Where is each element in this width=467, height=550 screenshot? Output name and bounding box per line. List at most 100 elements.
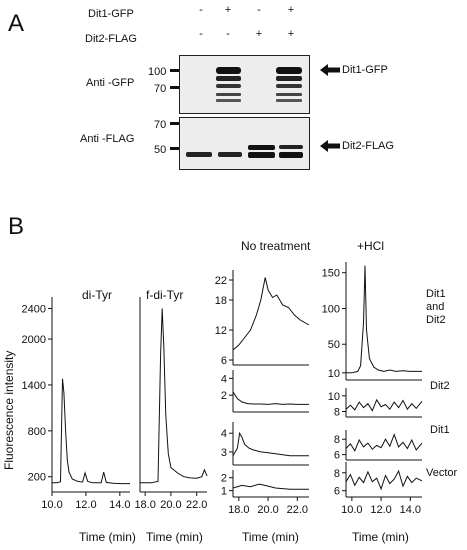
hcl-trace-0	[346, 265, 422, 374]
x-tick-label: 12.0	[75, 499, 96, 511]
hcl-y-tick-label: 8	[334, 434, 340, 446]
arrow-left-icon	[320, 64, 340, 76]
no-treatment-y-tick-label: 1	[221, 486, 227, 498]
band-flag-lane3-b	[248, 152, 275, 158]
band-label-dit2-flag: Dit2-FLAG	[342, 140, 394, 152]
hcl-y-tick-label: 100	[322, 303, 340, 315]
sign-dit2-lane4: +	[287, 28, 295, 40]
panel-letter-b: B	[8, 213, 25, 240]
y-tick-label: 2000	[22, 334, 46, 346]
hcl-y-tick-label: 50	[328, 339, 340, 351]
no-treatment-trace-0	[232, 277, 310, 351]
marker-tick-70-bottom	[170, 122, 179, 125]
band-flag-lane4-a	[279, 145, 303, 149]
sign-dit1-lane1: -	[199, 4, 203, 16]
no-treatment-y-tick-label: 2	[221, 473, 227, 485]
arrow-left-icon	[320, 140, 340, 152]
hcl-y-tick-label: 150	[322, 268, 340, 280]
band-gfp-lane2-b	[216, 76, 241, 81]
band-gfp-lane2-a	[216, 67, 241, 74]
band-gfp-lane4-b	[276, 76, 302, 81]
no-treatment-y-tick-label: 12	[215, 325, 227, 337]
hcl-x-tick-label: 10.0	[341, 504, 362, 516]
sign-dit1-lane4: +	[287, 4, 295, 16]
hcl-x-tick-label: 14.0	[400, 504, 421, 516]
hcl-y-tick-label: 6	[334, 486, 340, 498]
marker-70-top: 70	[154, 83, 167, 95]
y-tick-label: 800	[28, 426, 46, 438]
x-axis-label-2: Time (min)	[146, 530, 203, 544]
blot-label-anti-flag: Anti -FLAG	[80, 133, 135, 145]
x-axis-label-1: Time (min)	[79, 530, 136, 544]
no-treatment-x-tick-label: 20.0	[257, 504, 278, 516]
sign-dit2-lane1: -	[199, 28, 203, 40]
x-tick-label: 22.0	[186, 499, 207, 511]
sign-dit1-lane2: +	[224, 4, 232, 16]
western-blot-anti-flag	[179, 117, 310, 170]
x-tick-label: 18.0	[134, 499, 155, 511]
band-gfp-lane2-e	[216, 99, 241, 102]
marker-70-bottom: 70	[154, 119, 167, 131]
trace-f-di-tyr	[140, 308, 208, 484]
row-label-dit2-only: Dit2	[430, 380, 450, 392]
flag-bands	[186, 145, 303, 158]
band-flag-lane1	[186, 152, 212, 157]
hcl-y-tick-label: 8	[334, 468, 340, 480]
band-label-dit1-gfp: Dit1-GFP	[342, 64, 388, 76]
hcl-y-tick-label: 8	[334, 407, 340, 419]
sign-dit1-lane3: -	[257, 4, 261, 16]
sign-dit2-lane2: -	[226, 28, 230, 40]
std-title-di-tyr: di-Tyr	[82, 288, 112, 302]
marker-tick-70-top	[170, 86, 179, 89]
row-label-vector: Vector	[426, 467, 458, 479]
no-treatment-x-tick-label: 22.0	[287, 504, 308, 516]
marker-100: 100	[148, 66, 167, 78]
row-label-dit2: Dit2	[426, 314, 446, 326]
row-label-dit1: Dit1	[426, 288, 446, 300]
no-treatment-y-tick-label: 22	[215, 275, 227, 287]
group-title-hcl: +HCl	[357, 239, 385, 253]
hcl-y-tick-label: 10	[328, 368, 340, 380]
trace-di-tyr	[52, 378, 130, 485]
marker-50: 50	[154, 144, 167, 156]
band-flag-lane2	[218, 152, 242, 157]
band-gfp-lane4-a	[276, 67, 302, 74]
blot-label-anti-gfp: Anti -GFP	[86, 77, 135, 89]
condition-label-dit2-flag: Dit2-FLAG	[85, 33, 137, 45]
row-label-dit1-only: Dit1	[430, 424, 450, 436]
band-gfp-lane4-d	[276, 93, 302, 96]
no-treatment-y-tick-label: 4	[221, 373, 227, 385]
row-label-and: and	[426, 301, 445, 313]
y-tick-label: 2400	[22, 303, 46, 315]
x-tick-label: 14.0	[109, 499, 130, 511]
panel-letter-a: A	[8, 10, 25, 37]
sign-dit2-lane3: +	[255, 28, 263, 40]
x-tick-label: 10.0	[41, 499, 62, 511]
x-axis-label-3: Time (min)	[242, 530, 299, 544]
western-blot-anti-gfp	[179, 55, 310, 114]
no-treatment-y-tick-label: 3	[221, 447, 227, 459]
hcl-x-tick-label: 12.0	[370, 504, 391, 516]
hcl-trace-3	[345, 469, 423, 491]
no-treatment-trace-3	[232, 483, 309, 490]
hcl-y-tick-label: 10	[328, 391, 340, 403]
band-gfp-lane2-d	[216, 93, 241, 96]
band-flag-lane4-b	[279, 152, 303, 158]
y-tick-label: 200	[28, 472, 46, 484]
no-treatment-y-tick-label: 6	[221, 355, 227, 367]
band-gfp-lane4-c	[276, 84, 302, 88]
band-gfp-lane4-e	[276, 99, 302, 102]
hcl-trace-1	[345, 398, 423, 412]
no-treatment-trace-2	[232, 431, 309, 457]
group-title-no-treatment: No treatment	[241, 239, 311, 253]
gfp-bands	[216, 67, 302, 102]
no-treatment-y-tick-label: 18	[215, 295, 227, 307]
x-axis-label-4: Time (min)	[352, 530, 409, 544]
x-tick-label: 20.0	[160, 499, 181, 511]
no-treatment-x-tick-label: 18.0	[228, 504, 249, 516]
no-treatment-y-tick-label: 4	[221, 428, 227, 440]
no-treatment-trace-1	[232, 391, 309, 405]
hcl-y-tick-label: 6	[334, 450, 340, 462]
y-tick-label: 1400	[22, 380, 46, 392]
